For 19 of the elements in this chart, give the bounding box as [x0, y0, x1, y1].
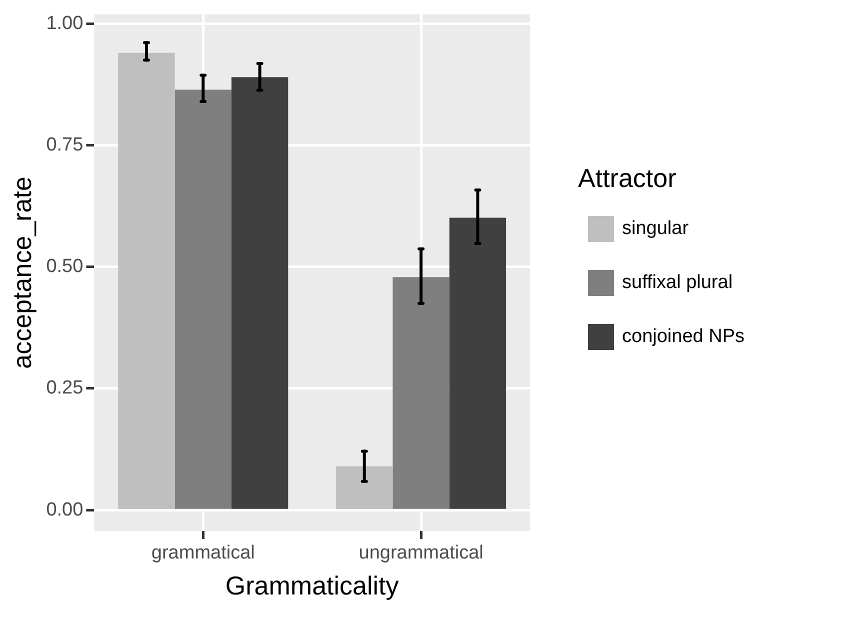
bar: [336, 466, 393, 509]
y-tick-label: 0.75: [46, 134, 84, 156]
legend-title: Attractor: [578, 163, 678, 194]
bar: [392, 277, 450, 509]
y-axis-title: acceptance_rate: [6, 176, 37, 369]
bar: [449, 218, 506, 509]
x-tick-label: grammatical: [151, 542, 255, 564]
y-tick-label: 0.50: [46, 256, 84, 278]
bar: [231, 77, 288, 509]
y-tick-label: 0.25: [46, 378, 84, 399]
bar: [174, 90, 232, 509]
bar: [118, 52, 175, 509]
x-axis-title: Grammaticality: [225, 570, 399, 601]
x-tick-label: ungrammatical: [358, 542, 484, 564]
legend-label: suffixal plural: [622, 272, 733, 294]
y-tick-label: 1.00: [46, 12, 84, 34]
y-tick-label: 0.00: [46, 499, 84, 520]
legend-label: singular: [622, 218, 689, 240]
legend-label: conjoined NPs: [622, 326, 745, 348]
